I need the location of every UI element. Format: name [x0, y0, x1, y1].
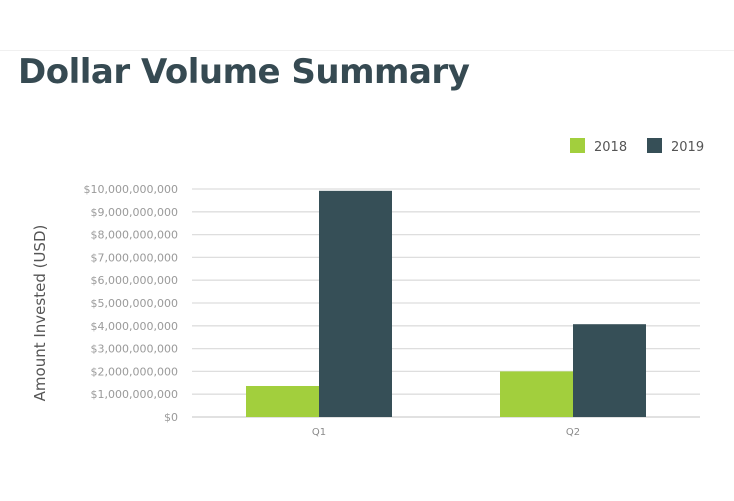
y-tick-label: $1,000,000,000 [91, 388, 178, 401]
y-tick-label: $2,000,000,000 [91, 365, 178, 378]
y-tick-label: $4,000,000,000 [91, 320, 178, 333]
bar-2018-Q1 [246, 385, 319, 417]
y-tick-label: $10,000,000,000 [84, 183, 178, 196]
bar-2018-Q2 [500, 371, 573, 417]
legend-label: 2019 [671, 140, 704, 155]
y-tick-label: $3,000,000,000 [91, 343, 178, 356]
y-tick-label: $8,000,000,000 [91, 229, 178, 242]
legend-label: 2018 [594, 140, 627, 155]
bar-2019-Q1 [319, 190, 392, 417]
y-tick-label: $9,000,000,000 [91, 206, 178, 219]
x-tick-label: Q1 [312, 427, 326, 438]
legend-swatch-2018 [570, 138, 585, 153]
y-tick-label: $6,000,000,000 [91, 274, 178, 287]
page-title: Dollar Volume Summary [18, 52, 470, 92]
y-axis-label: Amount Invested (USD) [31, 225, 49, 402]
y-tick-label: $7,000,000,000 [91, 251, 178, 264]
y-tick-label: $5,000,000,000 [91, 297, 178, 310]
x-tick-label: Q2 [566, 427, 580, 438]
y-tick-label: $0 [164, 411, 178, 424]
legend-swatch-2019 [647, 138, 662, 153]
bar-2019-Q2 [573, 324, 646, 417]
divider [0, 50, 734, 51]
